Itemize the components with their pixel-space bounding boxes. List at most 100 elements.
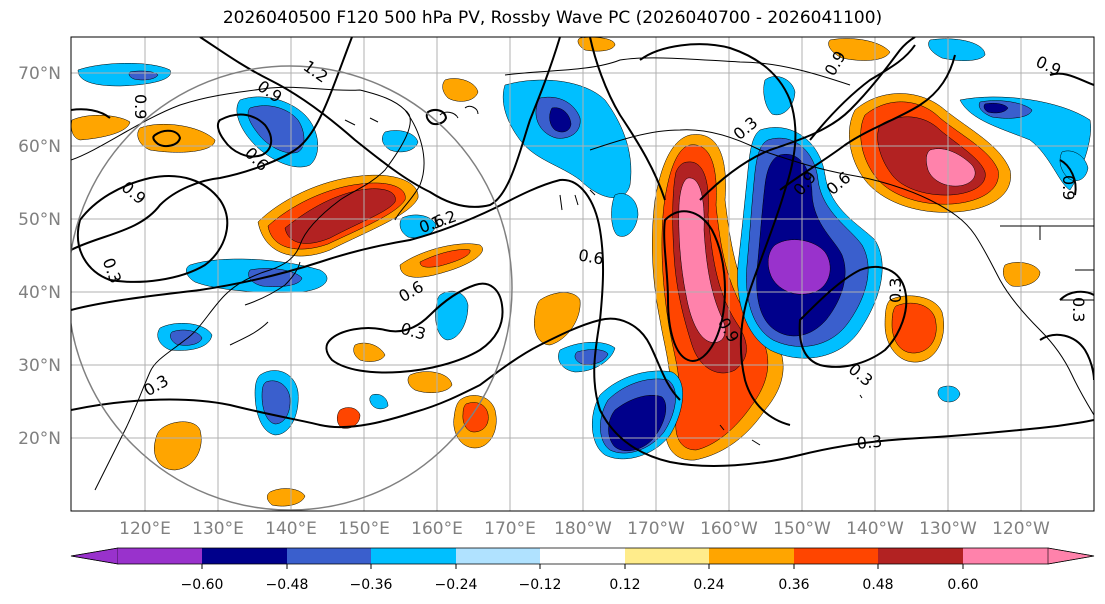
graticule — [71, 37, 1094, 511]
lon-label: 140°E — [265, 519, 317, 539]
negative-anomaly — [928, 38, 986, 61]
projection-circle — [71, 65, 513, 511]
map-title: 2026040500 F120 500 hPa PV, Rossby Wave … — [222, 8, 883, 28]
contour-line — [71, 108, 111, 119]
colorbar-arrow-left — [70, 547, 119, 565]
lon-label: 130°E — [192, 519, 244, 539]
colorbar-segment — [794, 548, 878, 564]
colorbar-tick-labels: −0.60 −0.48 −0.36 −0.24 −0.12 0.12 0.24 … — [181, 577, 979, 593]
lat-label: 40°N — [18, 283, 61, 303]
colorbar-arrow-right — [1047, 547, 1095, 565]
positive-anomaly — [353, 342, 386, 362]
colorbar-segment — [709, 548, 794, 564]
coastlines — [71, 57, 1094, 491]
negative-anomaly — [611, 193, 639, 237]
colorbar-tick-label: 0.60 — [947, 577, 978, 593]
lon-label: 140°W — [846, 519, 904, 539]
colorbar-outline — [70, 547, 1095, 565]
lon-label: 120°E — [119, 519, 171, 539]
colorbar-tick-label: −0.60 — [181, 577, 224, 593]
negative-anomaly — [170, 329, 203, 346]
lat-label: 30°N — [18, 356, 61, 376]
contour-label: 0.3 — [856, 432, 883, 453]
colorbar-segment — [202, 548, 287, 564]
positive-anomaly — [284, 188, 396, 244]
pv-shading — [71, 37, 1091, 507]
contour-label: 0.9 — [131, 94, 150, 119]
coastline-alaska — [504, 57, 851, 176]
positive-anomaly — [154, 421, 202, 471]
map-panel: 1.2 0.9 0.9 0.6 0.9 0.3 0.6 0.6 0.3 0.3 … — [71, 37, 1094, 511]
contour-line — [71, 317, 681, 429]
lat-label: 70°N — [18, 64, 61, 84]
positive-anomaly — [419, 249, 471, 268]
positive-anomaly — [71, 115, 131, 141]
negative-anomaly — [77, 63, 171, 87]
coastline-islands — [344, 105, 863, 446]
positive-anomaly — [1003, 262, 1041, 287]
negative-anomaly — [937, 385, 961, 403]
map-frame — [70, 36, 1095, 512]
negative-anomaly — [608, 394, 667, 452]
colorbar-segment — [540, 548, 625, 564]
lat-label: 50°N — [18, 210, 61, 230]
colorbar-tick-label: 0.36 — [778, 577, 809, 593]
contour-label: 0.3 — [886, 278, 905, 303]
negative-anomaly — [983, 102, 1009, 114]
colorbar-tick-label: −0.24 — [435, 577, 478, 593]
coastline-kamchatka — [394, 109, 425, 221]
positive-anomaly — [442, 78, 479, 102]
lon-label: 170°E — [484, 519, 536, 539]
lon-label: 160°E — [411, 519, 463, 539]
longitude-labels: 120°E 130°E 140°E 150°E 160°E 170°E 180°… — [119, 519, 1050, 539]
colorbar-segment — [371, 548, 456, 564]
positive-anomaly — [926, 148, 976, 187]
colorbar-tick-label: −0.48 — [266, 577, 309, 593]
contour-label: 0.3 — [1069, 297, 1088, 322]
colorbar-segment — [118, 548, 202, 564]
negative-anomaly — [959, 96, 1091, 191]
contour-line — [71, 37, 353, 251]
colorbar-tick-label: 0.12 — [609, 577, 640, 593]
colorbar-tick-label: −0.36 — [350, 577, 393, 593]
negative-anomaly — [549, 107, 572, 133]
contour-line — [589, 37, 666, 201]
negative-anomaly — [382, 130, 419, 153]
contour-line — [1059, 159, 1077, 196]
negative-anomaly — [1059, 150, 1089, 181]
lon-label: 160°W — [700, 519, 758, 539]
negative-anomaly — [369, 394, 389, 410]
colorbar-segment — [878, 548, 963, 564]
contour-line — [699, 37, 916, 201]
colorbar-segment — [625, 548, 709, 564]
negative-anomaly — [763, 76, 796, 116]
contour-line — [199, 37, 561, 208]
contour-label: 0.9 — [1059, 175, 1078, 200]
contour-line — [152, 129, 182, 147]
contour-line — [1059, 290, 1094, 301]
colorbar-tick-label: 0.24 — [693, 577, 724, 593]
positive-anomaly — [137, 123, 216, 153]
colorbar: −0.60 −0.48 −0.36 −0.24 −0.12 0.12 0.24 … — [70, 547, 1095, 593]
latitude-labels: 70°N 60°N 50°N 40°N 30°N 20°N — [18, 64, 61, 449]
lon-label: 150°E — [338, 519, 390, 539]
coastline-north-america — [849, 174, 1094, 416]
contour-line — [663, 210, 726, 362]
positive-anomaly — [577, 37, 616, 52]
contour-line — [71, 178, 1094, 467]
lon-label: 170°W — [627, 519, 685, 539]
coastline-border — [1000, 225, 1094, 301]
lon-label: 180°W — [554, 519, 612, 539]
lat-label: 20°N — [18, 429, 61, 449]
colorbar-segment — [287, 548, 371, 564]
positive-anomaly — [891, 302, 937, 354]
contour-line — [216, 113, 273, 158]
coastline-asia — [71, 86, 411, 491]
colorbar-segment — [963, 548, 1048, 564]
contour-line — [325, 282, 504, 374]
lon-label: 120°W — [992, 519, 1050, 539]
positive-anomaly — [462, 402, 489, 433]
colorbar-ticks — [201, 564, 964, 569]
contour-line — [798, 265, 908, 368]
